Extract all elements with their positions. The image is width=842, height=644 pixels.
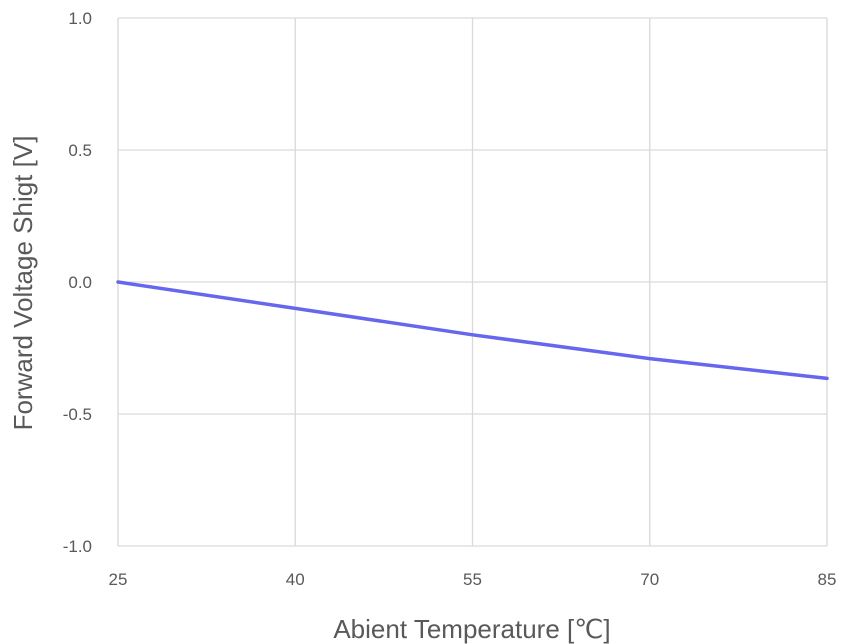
y-tick-label: -1.0 — [63, 537, 92, 556]
x-tick-label: 55 — [463, 570, 482, 589]
y-tick-label: 0.5 — [68, 141, 92, 160]
x-tick-label: 40 — [286, 570, 305, 589]
series-line — [116, 280, 829, 381]
y-tick-label: 1.0 — [68, 9, 92, 28]
grid-lines — [117, 17, 828, 547]
y-tick-label: 0.0 — [68, 273, 92, 292]
x-tick-label: 85 — [818, 570, 837, 589]
y-axis-title: Forward Voltage Shigt [V] — [8, 136, 38, 431]
x-tick-label: 70 — [640, 570, 659, 589]
plot-series — [116, 280, 829, 381]
y-tick-label: -0.5 — [63, 405, 92, 424]
x-axis-title: Abient Temperature [℃] — [333, 614, 610, 644]
tick-labels: 25 40 55 70 85 1.0 0.5 0.0 -0.5 -1.0 — [63, 9, 837, 589]
x-tick-label: 25 — [109, 570, 128, 589]
